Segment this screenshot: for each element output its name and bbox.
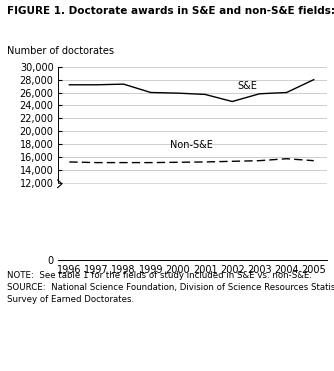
Bar	[56, 184, 333, 260]
Text: FIGURE 1. Doctorate awards in S&E and non-S&E fields: 1996–2005: FIGURE 1. Doctorate awards in S&E and no…	[7, 6, 334, 16]
Text: Number of doctorates: Number of doctorates	[7, 46, 114, 56]
Text: S&E: S&E	[238, 81, 258, 91]
Text: NOTE:  See table 1 for the fields of study included in S&E vs. non-S&E.
SOURCE: : NOTE: See table 1 for the fields of stud…	[7, 271, 334, 304]
Text: Non-S&E: Non-S&E	[170, 140, 213, 150]
